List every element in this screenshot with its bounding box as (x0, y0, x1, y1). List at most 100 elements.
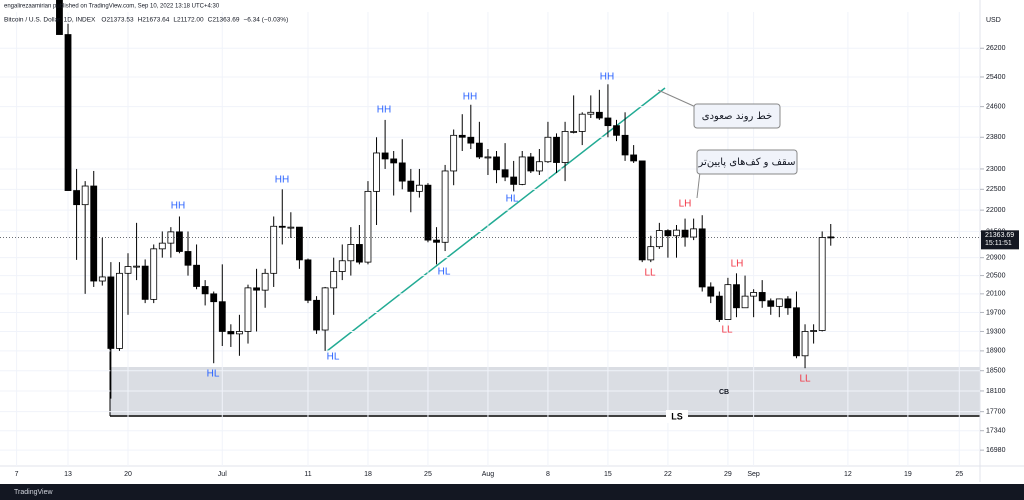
candle-body (698, 228, 706, 288)
candle-body (681, 229, 689, 238)
swing-label: HH (377, 105, 391, 116)
swing-label: HH (275, 175, 289, 186)
y-tick-label: 24600 (986, 103, 1006, 110)
candle-body (278, 225, 286, 228)
candle-body (424, 184, 432, 241)
x-tick-label: 11 (304, 471, 311, 478)
candle-body (570, 131, 578, 133)
candle-body (141, 265, 149, 300)
grid (0, 12, 984, 466)
candles (56, 0, 835, 399)
candle-body (458, 134, 466, 138)
candle-body (673, 229, 680, 237)
candle-body (595, 111, 603, 119)
y-tick-label: 22500 (986, 186, 1006, 193)
candle-body (210, 293, 218, 303)
currency: USD (986, 17, 1001, 24)
candle-body (364, 190, 372, 263)
candle-body (270, 225, 278, 274)
candle-body (441, 170, 449, 243)
y-tick-label: 20500 (986, 272, 1006, 279)
x-tick-label: Jul (218, 471, 227, 478)
candle-body (467, 136, 475, 144)
candle-body (296, 226, 303, 261)
y-tick-label: 18900 (986, 348, 1006, 355)
candle-body (510, 176, 518, 185)
swing-label: HH (463, 92, 477, 103)
candle-body (107, 276, 115, 349)
candle-body (244, 287, 252, 332)
zone-label: CB (719, 389, 729, 396)
candle-body (338, 260, 346, 272)
x-tick-label: 29 (724, 471, 732, 478)
candle-body (613, 125, 620, 136)
candle-body (450, 134, 458, 172)
note-pointer (657, 89, 699, 109)
x-tick-label: 18 (364, 471, 372, 478)
last-price-box (981, 230, 1019, 250)
swing-label: LL (799, 374, 811, 385)
candle-body (493, 156, 500, 171)
y-tick-label: 18100 (986, 388, 1006, 395)
candle-body (158, 242, 166, 250)
swing-label: HL (207, 369, 220, 380)
candle-body (664, 230, 672, 237)
candle-body (724, 284, 732, 320)
x-tick-label: 22 (664, 471, 672, 478)
ohlc-value: L21172.00 (173, 17, 204, 24)
note: سقف و کف‌های پایین‌تر (698, 157, 796, 168)
candle-body (73, 190, 80, 206)
candle-body (578, 113, 586, 132)
candle-body (415, 184, 423, 192)
candle-body (124, 266, 132, 274)
y-tick-label: 23000 (986, 166, 1006, 173)
last-price-label: 21363.69 (985, 232, 1014, 239)
x-tick-label: 15 (604, 471, 612, 478)
candle-body (64, 34, 72, 191)
candle-body (373, 152, 380, 192)
ohlc-value: H21673.64 (138, 17, 170, 24)
swing-label: HL (506, 194, 519, 205)
note: خط روند صعودی (702, 111, 772, 122)
swing-label: LL (721, 325, 733, 336)
candle-body (56, 0, 63, 35)
level-label-bg (666, 410, 688, 423)
y-tick-label: 18500 (986, 368, 1006, 375)
candle-body (793, 307, 800, 357)
candle-body (750, 292, 758, 297)
x-tick-label: 20 (124, 471, 132, 478)
candle-body (304, 259, 312, 301)
candle-body (715, 295, 723, 320)
ohlc-value: C21363.69 (208, 17, 240, 24)
candle-body (621, 134, 629, 156)
candle-body (604, 117, 612, 127)
ohlc-value: O21373.53 (101, 17, 134, 24)
y-tick-label: 22000 (986, 207, 1006, 214)
candle-body (193, 264, 200, 287)
candle-body (81, 185, 89, 206)
y-tick-label: 16980 (986, 447, 1006, 454)
y-tick-label: 26200 (986, 45, 1006, 52)
y-tick-label: 20900 (986, 255, 1006, 262)
ohlc-value: −6.34 (−0.03%) (243, 17, 288, 24)
candle-body (741, 295, 749, 309)
candle-body (527, 156, 535, 172)
candle-body (647, 246, 655, 261)
candle-body (775, 298, 783, 307)
candle-body (236, 331, 243, 335)
x-tick-label: Sep (747, 471, 760, 478)
candle-body (167, 231, 175, 244)
candle-body (767, 300, 775, 307)
candle-body (433, 239, 440, 243)
x-tick-label: 12 (844, 471, 852, 478)
x-tick-label: 13 (64, 471, 72, 478)
candle-body (116, 272, 123, 349)
candle-body (218, 301, 226, 332)
candle-body (321, 287, 329, 331)
candle-body (638, 160, 646, 261)
swing-label: LH (679, 199, 692, 210)
swing-label: HH (600, 72, 614, 83)
swing-label: HL (327, 352, 340, 363)
note-pointer (696, 171, 701, 199)
candle-body (518, 156, 526, 185)
